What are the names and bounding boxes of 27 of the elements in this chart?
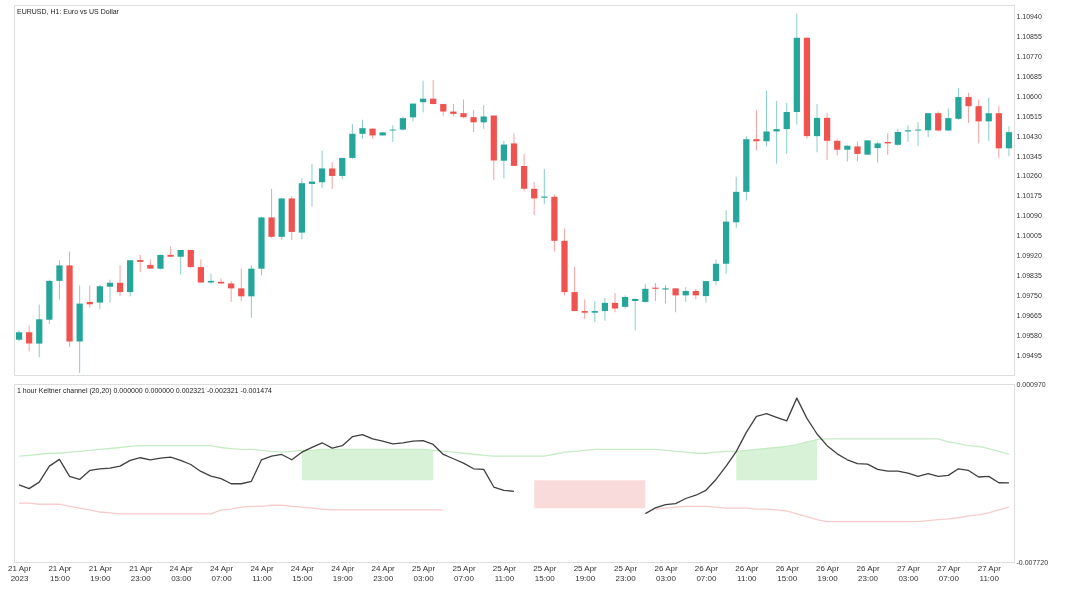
x-tick-label: 26 Apr 11:00 xyxy=(735,563,759,583)
x-tick-label: 25 Apr 07:00 xyxy=(452,563,476,583)
candlestick xyxy=(207,273,215,285)
x-tick-label: 24 Apr 11:00 xyxy=(250,563,274,583)
x-tick-label: 26 Apr 23:00 xyxy=(856,563,880,583)
x-tick-label: 21 Apr 23:00 xyxy=(129,563,153,583)
x-tick-label: 25 Apr 19:00 xyxy=(573,563,598,583)
x-tick-label: 26 Apr 07:00 xyxy=(694,563,719,583)
x-tick-label: 24 Apr 23:00 xyxy=(371,563,396,583)
x-tick-label: 27 Apr 11:00 xyxy=(977,563,1002,583)
x-tick-label: 26 Apr 03:00 xyxy=(654,563,678,583)
x-tick-label: 24 Apr 19:00 xyxy=(331,563,355,583)
x-tick-label: 25 Apr 03:00 xyxy=(412,563,436,583)
x-tick-label: 21 Apr 15:00 xyxy=(48,563,72,583)
x-tick-label: 24 Apr 03:00 xyxy=(169,563,194,583)
x-tick-label: 27 Apr 07:00 xyxy=(937,563,961,583)
x-tick-label: 24 Apr 07:00 xyxy=(210,563,234,583)
x-tick-label: 27 Apr 03:00 xyxy=(896,563,921,583)
x-tick-label: 21 Apr 19:00 xyxy=(88,563,113,583)
candlestick xyxy=(389,124,396,143)
x-tick-label: 25 Apr 15:00 xyxy=(533,563,557,583)
x-tick-label: 25 Apr 11:00 xyxy=(492,563,517,583)
x-tick-label: 24 Apr 15:00 xyxy=(290,563,315,583)
x-tick-label: 26 Apr 15:00 xyxy=(775,563,800,583)
x-tick-label: 25 Apr 23:00 xyxy=(614,563,638,583)
x-tick-label: 21 Apr 2023 xyxy=(7,563,32,583)
x-tick-label: 26 Apr 19:00 xyxy=(816,563,840,583)
